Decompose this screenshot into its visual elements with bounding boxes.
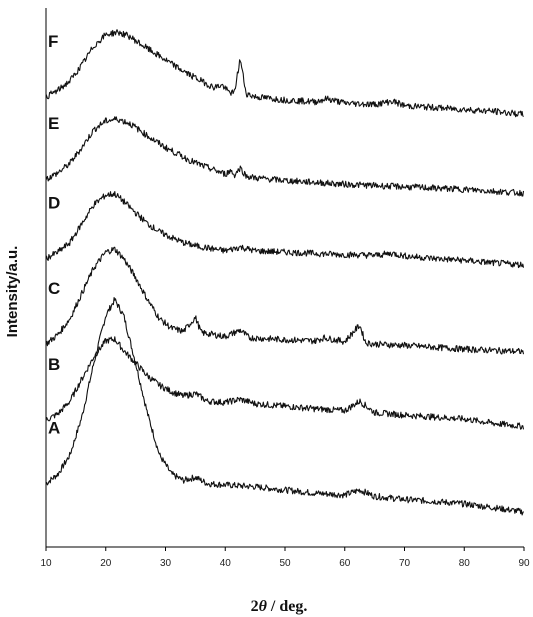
x-tick-label: 90 bbox=[518, 558, 530, 569]
x-tick-labels: 10 20 30 40 50 60 70 80 90 bbox=[40, 558, 530, 569]
series-line-D bbox=[45, 191, 525, 269]
series-lines bbox=[45, 29, 525, 516]
x-tick-label: 70 bbox=[399, 558, 411, 569]
series-label-A: A bbox=[48, 419, 60, 438]
series-label-B: B bbox=[48, 355, 60, 374]
x-tick-label: 10 bbox=[40, 558, 52, 569]
plot-axes bbox=[45, 8, 525, 551]
x-axis-label: 2θ / deg. bbox=[251, 598, 308, 615]
series-line-C bbox=[45, 246, 525, 355]
series-label-F: F bbox=[48, 32, 58, 51]
x-axis-label-suffix: / deg. bbox=[267, 598, 307, 615]
x-axis-label-prefix: 2 bbox=[251, 598, 259, 615]
x-tick-label: 50 bbox=[279, 558, 291, 569]
series-label-E: E bbox=[48, 114, 59, 133]
x-axis-label-symbol: θ bbox=[259, 598, 268, 615]
series-line-E bbox=[45, 116, 525, 197]
x-tick-label: 40 bbox=[220, 558, 232, 569]
series-line-A bbox=[45, 297, 524, 516]
series-line-F bbox=[45, 29, 524, 118]
series-line-B bbox=[45, 336, 525, 430]
x-tick-label: 30 bbox=[160, 558, 172, 569]
x-tick-label: 80 bbox=[459, 558, 471, 569]
series-label-D: D bbox=[48, 193, 60, 212]
x-tick-label: 60 bbox=[339, 558, 351, 569]
x-tick-label: 20 bbox=[100, 558, 112, 569]
series-labels: A B C D E F bbox=[48, 32, 60, 438]
y-axis-label: Intensity/a.u. bbox=[4, 246, 21, 338]
series-label-C: C bbox=[48, 279, 60, 298]
